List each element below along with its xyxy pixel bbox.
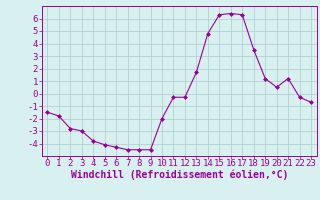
X-axis label: Windchill (Refroidissement éolien,°C): Windchill (Refroidissement éolien,°C) [70, 170, 288, 180]
